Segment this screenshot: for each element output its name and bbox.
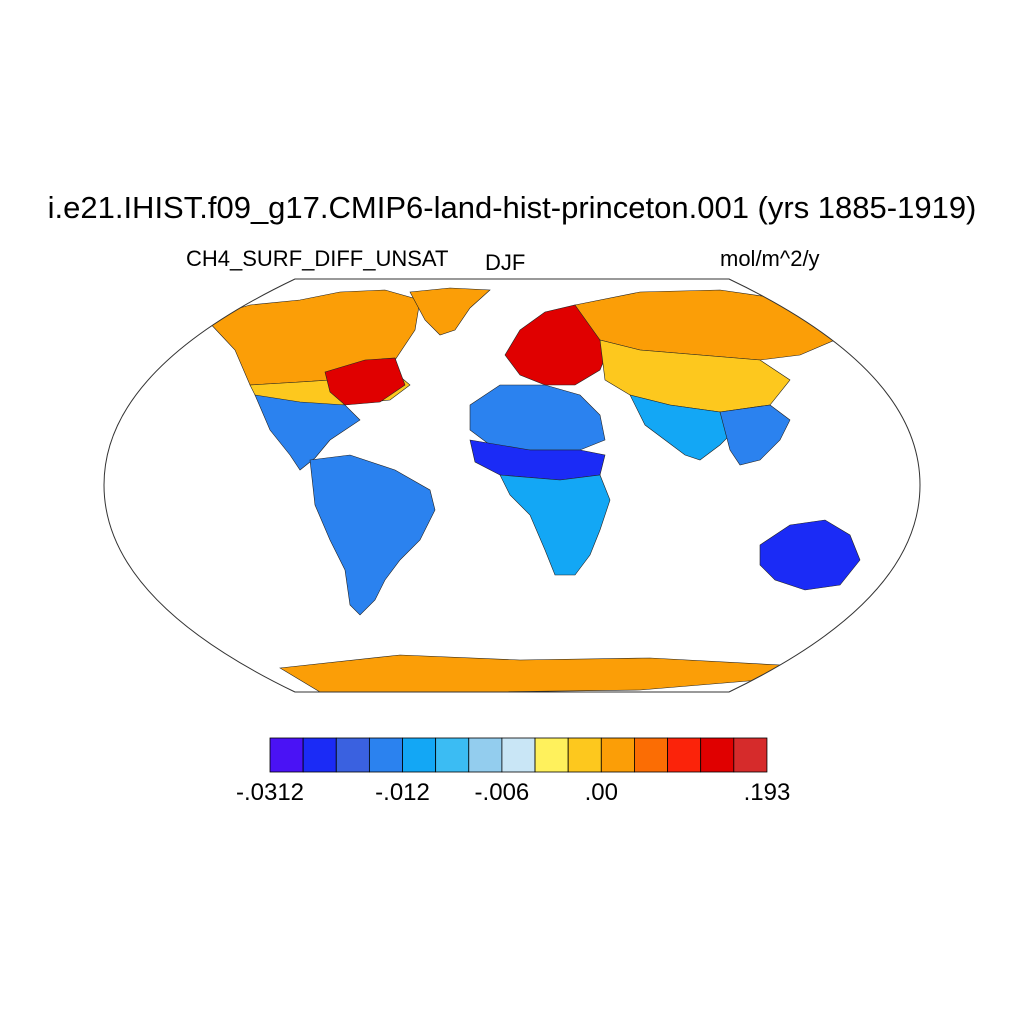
units-label: mol/m^2/y	[720, 246, 820, 271]
colorbar-swatch	[468, 737, 503, 773]
map-title: i.e21.IHIST.f09_g17.CMIP6-land-hist-prin…	[47, 190, 977, 225]
colorbar-swatch	[733, 737, 768, 773]
colorbar-swatch	[667, 737, 702, 773]
colorbar-swatch	[501, 737, 536, 773]
colorbar-swatch	[534, 737, 569, 773]
region-europe	[504, 304, 611, 386]
colorbar-swatch	[435, 737, 470, 773]
region-central-africa	[499, 474, 611, 576]
colorbar-swatch	[335, 737, 370, 773]
colorbar-swatch	[567, 737, 602, 773]
colorbar-tick-label: .00	[584, 779, 618, 806]
colorbar-tick-label: -.012	[375, 779, 430, 806]
colorbar-swatch	[402, 737, 437, 773]
colorbar-tick-label: -.0312	[235, 779, 305, 806]
colorbar-swatch	[368, 737, 403, 773]
colorbar	[269, 737, 768, 773]
colorbar-tick-label: .193	[743, 779, 791, 806]
colorbar-swatch	[700, 737, 735, 773]
region-north-africa-sahara	[469, 384, 606, 451]
colorbar-swatch	[269, 737, 304, 773]
colorbar-tick-label: -.006	[474, 779, 530, 806]
region-eastern-usa	[324, 357, 406, 406]
season-label: DJF	[485, 250, 526, 275]
variable-label: CH4_SURF_DIFF_UNSAT	[186, 246, 449, 271]
region-antarctica-coast	[279, 654, 781, 692]
colorbar-swatch	[302, 737, 337, 773]
region-greenland-coast	[409, 287, 491, 336]
colorbar-swatch	[634, 737, 668, 773]
region-south-asia	[629, 394, 736, 461]
map-outline	[103, 278, 921, 693]
colorbar-swatch	[600, 737, 635, 773]
region-mexico-central-america	[254, 394, 361, 471]
region-amazon-south-america	[309, 454, 436, 616]
region-southeast-asia	[719, 404, 791, 466]
region-australia	[759, 519, 861, 591]
